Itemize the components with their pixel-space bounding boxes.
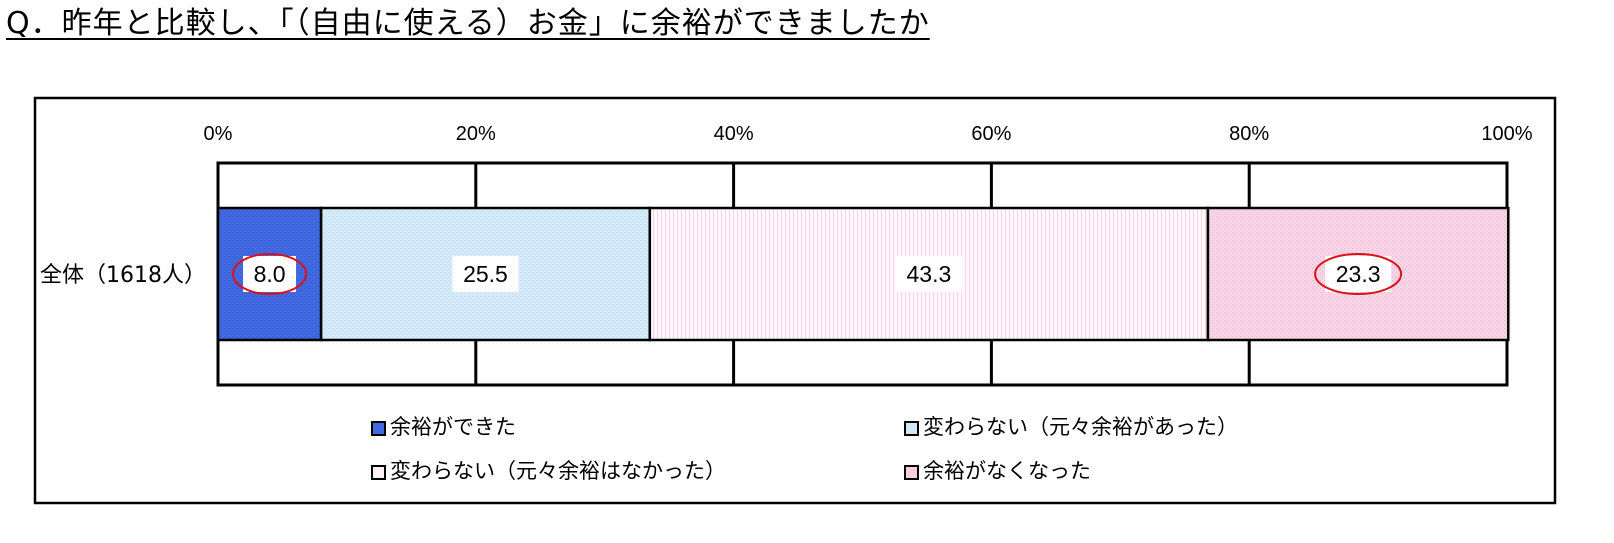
legend-label: 変わらない（元々余裕はなかった） bbox=[390, 459, 726, 483]
data-label: 8.0 bbox=[254, 261, 286, 287]
x-tick-label: 100% bbox=[1481, 123, 1532, 145]
legend-swatch bbox=[904, 421, 919, 436]
chart-frame bbox=[33, 96, 1557, 505]
legend-label: 余裕がなくなった bbox=[923, 459, 1091, 483]
category-label: 全体（1618人） bbox=[40, 263, 206, 288]
x-tick-label: 40% bbox=[714, 123, 754, 145]
data-label: 23.3 bbox=[1336, 261, 1381, 287]
data-label-box bbox=[243, 256, 297, 292]
legend-label: 余裕ができた bbox=[390, 415, 516, 439]
legend-swatch bbox=[371, 421, 386, 436]
legend-label: 変わらない（元々余裕があった） bbox=[923, 415, 1238, 439]
highlight-circle bbox=[232, 253, 308, 295]
data-label: 25.5 bbox=[463, 261, 508, 287]
x-tick-label: 80% bbox=[1229, 123, 1269, 145]
data-label-box bbox=[1325, 256, 1392, 292]
highlight-circle bbox=[1314, 253, 1403, 295]
data-label-box bbox=[452, 256, 519, 292]
chart-title: Q．昨年と比較し、「（自由に使える）お金」に余裕ができましたか bbox=[6, 6, 930, 41]
x-tick-label: 0% bbox=[204, 123, 233, 145]
legend-swatch bbox=[904, 465, 919, 480]
legend-swatch bbox=[371, 465, 386, 480]
data-label-box bbox=[895, 256, 962, 292]
x-tick-label: 60% bbox=[971, 123, 1011, 145]
x-tick-label: 20% bbox=[456, 123, 496, 145]
data-label: 43.3 bbox=[907, 261, 952, 287]
